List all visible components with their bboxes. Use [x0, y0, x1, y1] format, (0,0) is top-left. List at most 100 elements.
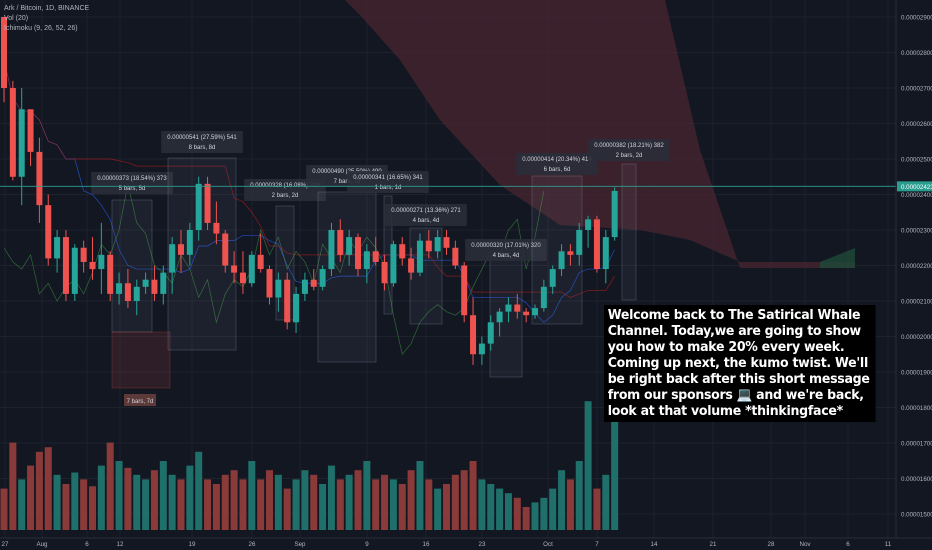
time-tick-label: 6	[85, 541, 89, 548]
volume-bar	[195, 451, 203, 530]
measure-label-bg	[124, 394, 156, 406]
measure-label-bg	[91, 172, 173, 194]
candle-body	[363, 251, 370, 270]
candle-body	[337, 230, 344, 255]
measure-value: 0.00000320 (17.01%) 320	[471, 243, 541, 249]
volume-bar	[540, 497, 548, 530]
volume-bar	[9, 442, 17, 530]
candle-body	[540, 286, 547, 309]
volume-bar	[575, 461, 583, 530]
measure-bars: 7 bars, 7d	[127, 399, 154, 405]
kumo-bull	[820, 248, 855, 268]
candle-body	[558, 251, 565, 270]
volume-bar	[354, 470, 362, 530]
candle-body	[133, 286, 140, 301]
price-axis[interactable]: 0.00002900 0.00002800 0.00002700 0.00002600…	[901, 15, 932, 519]
volume-bar	[221, 474, 229, 530]
symbol-title[interactable]: Ark / Bitcoin, 1D, BINANCE	[4, 5, 90, 12]
price-tick-label: 0.00001600	[901, 476, 932, 483]
ichimoku-cloud	[345, 0, 855, 268]
volume-bar	[283, 488, 291, 530]
volume-bar	[18, 479, 26, 530]
candle-body	[222, 233, 229, 266]
volume-bar	[611, 401, 619, 530]
candle-body	[275, 279, 282, 298]
candle-body	[310, 279, 317, 287]
price-tick-label: 0.00002500	[901, 157, 932, 164]
volume-bar	[513, 497, 521, 530]
kumo-bear	[345, 0, 855, 268]
volume-bar	[27, 465, 35, 530]
volume-bar	[319, 484, 327, 530]
volume-bar	[451, 474, 459, 530]
volume-bar	[549, 488, 557, 530]
candle-body	[425, 240, 432, 252]
measure-bars: 2 bars, 2d	[616, 153, 643, 159]
volume-bar	[487, 484, 495, 530]
volume-bar	[531, 502, 539, 530]
volume-bar	[186, 465, 194, 530]
volume-indicator-label[interactable]: Vol (20)	[4, 15, 29, 22]
time-tick-label: 28	[768, 541, 775, 548]
measure-bars: 4 bars, 4d	[413, 218, 440, 224]
measure-box-down	[111, 331, 171, 389]
candle-body	[399, 244, 406, 259]
volume-bar	[142, 479, 150, 530]
candle-body	[1, 17, 7, 88]
volume-bar	[115, 461, 123, 530]
candle-body	[514, 304, 521, 312]
price-tick-label: 0.00002300	[901, 228, 932, 235]
price-tick-label: 0.00002800	[901, 50, 932, 57]
candle-body	[523, 311, 530, 316]
candlesticks	[1, 17, 618, 365]
measure-bars: 5 bars, 5d	[119, 186, 146, 192]
text-note: Welcome back to The Satirical Whale Chan…	[604, 305, 876, 422]
volume-bar	[310, 474, 318, 530]
volume-bar	[407, 470, 415, 530]
volume-bar	[327, 465, 335, 530]
price-tag-bg	[897, 181, 932, 192]
measure-bars: 6 bars, 6d	[544, 167, 571, 173]
time-tick-label: 16	[423, 541, 430, 548]
candle-body	[585, 219, 592, 230]
ichimoku-indicator-label[interactable]: Ichimoku (9, 26, 52, 26)	[4, 25, 78, 32]
candle-body	[611, 190, 618, 238]
candle-body	[151, 279, 158, 294]
candle-body	[381, 261, 388, 284]
volume-bar	[469, 461, 477, 530]
time-tick-label: Oct	[543, 541, 553, 548]
measure-value: 0.00000271 (13.36%) 271	[391, 208, 461, 214]
candle-body	[18, 109, 25, 177]
price-tick-label: 0.00002200	[901, 263, 932, 270]
time-tick-label: Sep	[294, 541, 306, 548]
volume-bar	[0, 488, 8, 530]
current-price-tag: 0.00002423	[897, 181, 932, 192]
candle-body	[71, 247, 78, 294]
volume-bar	[345, 474, 353, 530]
time-tick-label: 19	[189, 541, 196, 548]
measure-value: 0.00000414 (20.34%) 414	[522, 157, 592, 163]
price-tick-label: 0.00002000	[901, 334, 932, 341]
candle-body	[346, 237, 353, 255]
time-axis[interactable]: 27 Aug 6 12 19 26 Sep 9 16 23 Oct 7 14 21 28 Nov 6 11	[2, 541, 892, 548]
candle-body	[27, 109, 34, 152]
time-tick-label: 23	[479, 541, 486, 548]
candle-body	[186, 230, 193, 255]
candle-body	[80, 247, 87, 262]
measure-bars: 1 bars, 1d	[375, 185, 402, 191]
time-tick-label: 12	[117, 541, 124, 548]
measurement-boxes: 0.00000373 (18.54%) 373 5 bars, 5d 0.00000…	[91, 131, 670, 406]
volume-bar	[168, 474, 176, 530]
candle-body	[390, 244, 397, 284]
volume-bar	[372, 479, 380, 530]
candle-body	[36, 151, 43, 206]
price-tag-label: 0.00002423	[901, 184, 932, 191]
volume-bar	[89, 486, 96, 530]
candle-body	[9, 88, 16, 177]
volume-bar	[301, 470, 309, 530]
volume-bar	[150, 470, 158, 530]
volume-bar	[44, 447, 52, 530]
candle-body	[355, 237, 361, 270]
measure-label-bg	[588, 139, 670, 161]
